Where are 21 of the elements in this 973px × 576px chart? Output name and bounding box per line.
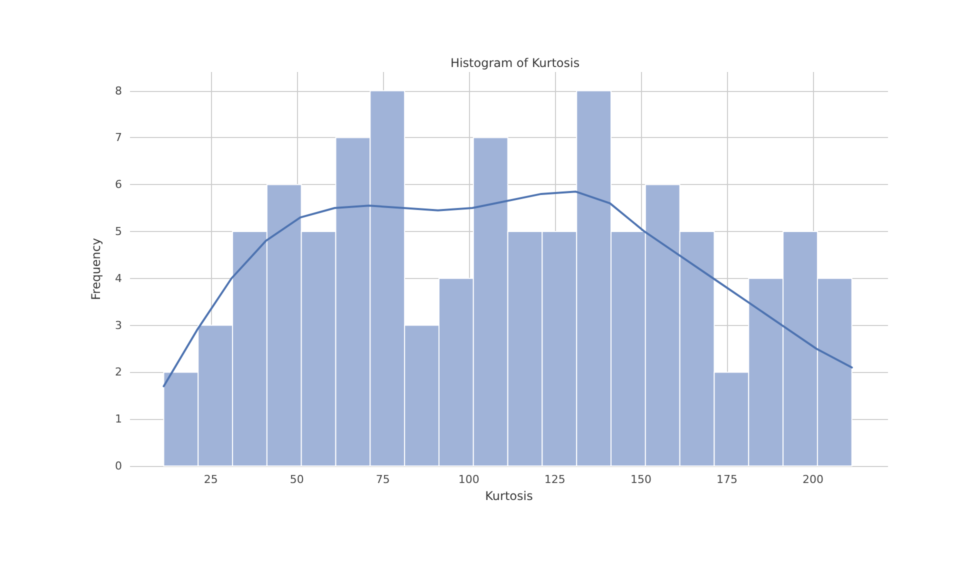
x-tick-label: 75 xyxy=(376,473,390,486)
y-tick-label: 8 xyxy=(115,84,122,98)
y-axis-title: Frequency xyxy=(89,238,103,300)
x-tick-label: 50 xyxy=(290,473,304,486)
y-tick-label: 0 xyxy=(115,460,122,472)
x-tick-label: 175 xyxy=(716,473,738,486)
y-tick-label: 2 xyxy=(115,366,122,379)
x-tick-label: 150 xyxy=(630,473,652,486)
x-tick-label: 25 xyxy=(204,473,218,486)
x-tick-label: 200 xyxy=(802,473,824,486)
y-tick-label: 6 xyxy=(115,178,122,192)
y-tick-label: 1 xyxy=(115,412,122,426)
x-tick-label: 125 xyxy=(544,473,566,486)
y-tick-label: 4 xyxy=(115,272,122,285)
line-series xyxy=(162,190,853,388)
y-tick-label: 5 xyxy=(115,224,122,238)
x-axis-title: Kurtosis xyxy=(485,488,533,503)
y-tick-label: 7 xyxy=(115,131,122,144)
y-tick-label: 3 xyxy=(115,318,122,332)
chart-title: Histogram of Kurtosis xyxy=(450,56,580,70)
x-tick-label: 100 xyxy=(458,473,480,486)
